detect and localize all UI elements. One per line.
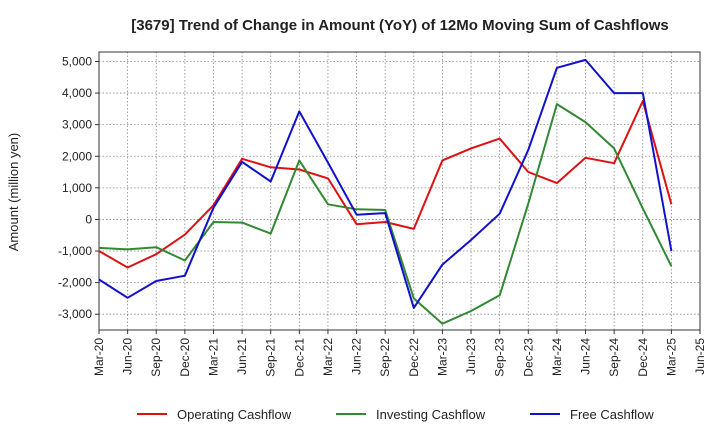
y-tick-label: 3,000 [62,118,92,132]
x-tick-label: Mar-25 [664,338,678,376]
legend-label-free-cashflow: Free Cashflow [570,407,654,422]
y-tick-label: 0 [85,212,92,226]
x-tick-label: Mar-23 [435,338,449,376]
x-tick-label: Sep-23 [493,338,507,377]
x-tick-label: Dec-21 [292,338,306,377]
y-tick-label: 1,000 [62,181,92,195]
plot-frame [98,51,701,331]
legend: Operating Cashflow Investing Cashflow Free… [137,407,654,422]
chart-title: [3679] Trend of Change in Amount (YoY) o… [131,17,669,34]
series-line-operating-cashflow [98,100,673,269]
grid-lines [99,52,700,330]
y-tick-label: -1,000 [58,244,92,258]
x-tick-label: Jun-22 [350,338,364,375]
x-tick-label: Sep-20 [149,338,163,377]
y-tick-label: -2,000 [58,276,92,290]
y-tick-label: 4,000 [62,86,92,100]
x-tick-label: Jun-23 [464,338,478,375]
x-tick-label: Jun-24 [579,338,593,375]
series-lines [98,58,673,325]
x-tick-label: Sep-21 [264,338,278,377]
x-tick-label: Dec-24 [636,338,650,377]
legend-label-operating-cashflow: Operating Cashflow [177,407,292,422]
legend-label-investing-cashflow: Investing Cashflow [376,407,486,422]
x-tick-label: Mar-21 [206,338,220,376]
series-line-investing-cashflow [98,103,673,325]
x-tick-label: Jun-21 [235,338,249,375]
y-axis-label: Amount (million yen) [6,133,21,252]
x-tick-label: Jun-25 [693,338,707,375]
y-tick-label: 2,000 [62,149,92,163]
y-tick-label: 5,000 [62,54,92,68]
x-tick-label: Sep-22 [378,338,392,377]
x-tick-label: Mar-24 [550,338,564,376]
series-line-free-cashflow [98,58,673,309]
x-tick-label: Dec-23 [521,338,535,377]
y-tick-label: -3,000 [58,307,92,321]
x-tick-label: Jun-20 [121,338,135,375]
x-tick-label: Mar-22 [321,338,335,376]
x-tick-label: Dec-22 [407,338,421,377]
axes: 5,000 4,000 3,000 2,000 1,000 0 -1,000 -2,000 -3… [58,51,707,377]
x-tick-label: Sep-24 [607,338,621,377]
x-tick-label: Dec-20 [178,338,192,377]
x-tick-label: Mar-20 [92,338,106,376]
